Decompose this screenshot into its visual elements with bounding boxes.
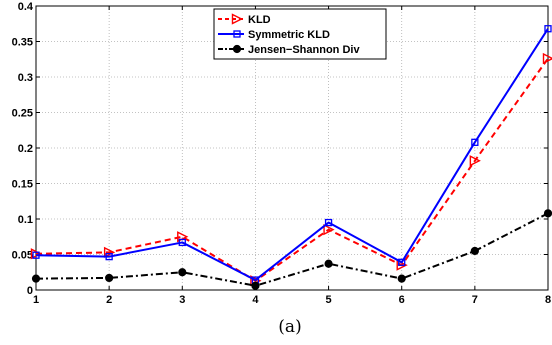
legend: KLD Symmetric KLD Jensen−Shannon Div bbox=[213, 8, 387, 60]
series-layer bbox=[30, 25, 552, 290]
data-point bbox=[105, 273, 114, 283]
data-point bbox=[542, 52, 552, 65]
x-tick-label: 3 bbox=[179, 294, 185, 306]
x-tick-label: 6 bbox=[399, 294, 405, 306]
data-point bbox=[397, 274, 406, 283]
data-point bbox=[324, 259, 333, 268]
series-1 bbox=[32, 25, 552, 284]
y-tick-label: 0.35 bbox=[12, 37, 33, 49]
x-tick-label: 5 bbox=[326, 294, 332, 306]
y-tick-label: 0.05 bbox=[12, 250, 33, 262]
x-tick-label: 4 bbox=[252, 294, 259, 306]
series-line bbox=[35, 212, 549, 287]
x-tick-label: 1 bbox=[33, 294, 39, 306]
data-point bbox=[544, 25, 552, 33]
x-tick-label: 8 bbox=[545, 294, 551, 306]
data-point bbox=[32, 251, 40, 259]
y-tick-label: 0.25 bbox=[12, 108, 33, 120]
legend-marker bbox=[231, 13, 244, 25]
series-line bbox=[35, 28, 549, 282]
data-point bbox=[105, 252, 113, 261]
x-tick-label: 7 bbox=[472, 294, 478, 306]
y-tick-label: 0 bbox=[27, 285, 33, 297]
data-point bbox=[251, 281, 260, 290]
legend-label: Symmetric KLD bbox=[248, 29, 330, 41]
legend-label: Jensen−Shannon Div bbox=[248, 44, 360, 56]
data-point bbox=[178, 238, 186, 247]
data-point bbox=[178, 268, 187, 277]
legend-label: KLD bbox=[248, 14, 271, 26]
y-tick-label: 0.3 bbox=[18, 72, 33, 84]
data-point bbox=[469, 155, 481, 167]
series-line bbox=[35, 57, 549, 282]
legend-marker bbox=[232, 44, 242, 54]
data-point bbox=[31, 274, 41, 283]
data-point bbox=[398, 258, 406, 266]
y-tick-label: 0.2 bbox=[18, 143, 33, 155]
legend-marker bbox=[233, 30, 241, 38]
series-2 bbox=[31, 209, 552, 290]
y-tick-label: 0.15 bbox=[12, 179, 33, 191]
data-point bbox=[103, 246, 116, 259]
y-tick-label: 0.4 bbox=[18, 1, 34, 13]
x-tick-label: 2 bbox=[106, 294, 112, 306]
data-point bbox=[471, 138, 479, 146]
data-point bbox=[543, 209, 552, 218]
data-point bbox=[323, 224, 335, 236]
figure-caption: (a) bbox=[278, 317, 301, 337]
data-point bbox=[470, 246, 479, 256]
y-tick-label: 0.1 bbox=[18, 214, 33, 226]
axes: 1 2 3 4 5 6 7 8 0 0.05 0.1 0.15 0.2 0.25 0.3 0.35 0.4 bbox=[12, 1, 551, 306]
data-point bbox=[324, 218, 333, 227]
